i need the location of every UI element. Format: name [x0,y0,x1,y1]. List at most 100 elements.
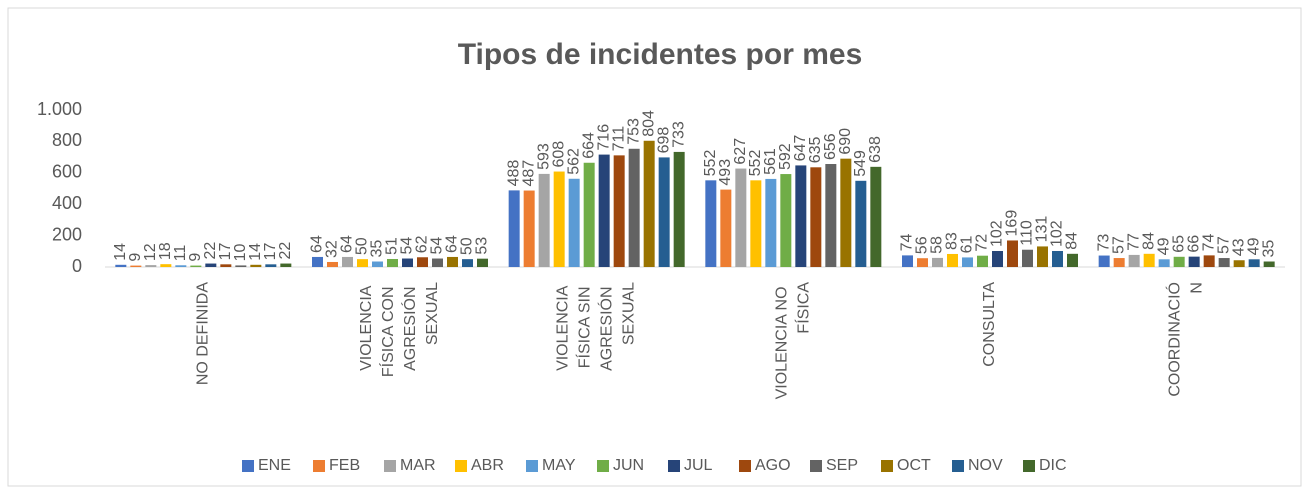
data-label: 487 [520,160,537,187]
legend-swatch [952,460,964,472]
data-label: 22 [277,242,294,260]
bar [840,158,852,267]
bar [720,189,732,267]
bar [145,265,157,267]
data-label: 664 [580,132,597,159]
data-label: 493 [717,159,734,186]
data-label: 64 [339,235,356,253]
bar [568,178,580,267]
bar [870,166,882,267]
data-label: 84 [1064,232,1081,250]
data-label: 733 [670,121,687,148]
data-label: 51 [384,237,401,255]
y-tick-label: 600 [52,162,82,182]
data-label: 698 [655,127,672,154]
bar [1218,258,1230,267]
data-label: 74 [899,233,916,251]
legend-swatch [313,460,325,472]
legend-label: MAY [542,457,576,474]
data-label: 12 [142,243,159,261]
bar [312,256,323,267]
bar [1173,256,1185,267]
data-label: 627 [732,138,749,165]
x-tick-label-line: N [1189,282,1206,294]
bar [1007,240,1018,267]
bar [1188,256,1200,267]
data-label: 14 [112,243,129,261]
bar [553,171,565,267]
bar [780,174,792,267]
bar [1143,253,1155,267]
bar [1052,250,1063,267]
data-label: 72 [974,234,991,252]
x-tick-label: VIOLENCIA FÍSICA SIN AGRESIÓN SEXUAL [555,282,638,371]
legend-label: OCT [897,457,931,474]
data-label: 65 [1170,235,1187,253]
bar [280,263,292,267]
bar [932,257,943,267]
bar [1067,253,1078,267]
data-label: 58 [929,236,946,254]
bar [250,264,262,267]
data-label: 64 [309,235,326,253]
data-label: 62 [414,235,431,253]
bar [1098,255,1110,267]
bar [402,258,413,267]
data-label: 17 [217,242,234,260]
x-tick-label: COORDINACIÓ N [1165,282,1206,397]
x-tick-label-line: VIOLENCIA [358,282,375,371]
data-label: 690 [837,128,854,155]
bar [917,258,928,267]
bar [613,155,625,267]
data-label: 43 [1230,238,1247,256]
x-tick-label-line: CONSULTA [981,282,998,367]
bar [1113,258,1125,267]
data-label: 169 [1004,210,1021,237]
legend-swatch [384,460,396,472]
y-tick-label: 800 [52,130,82,150]
bar [992,250,1003,267]
data-label: 54 [399,237,416,255]
data-label: 73 [1095,234,1112,252]
data-label: 488 [505,160,522,187]
data-label: 66 [1185,235,1202,253]
data-label: 49 [1155,237,1172,255]
bar [977,255,988,267]
x-tick-label-line: NO DEFINIDA [195,282,212,385]
data-label: 608 [550,141,567,168]
legend-swatch [1023,460,1035,472]
bar [735,168,747,267]
bar [1203,255,1215,267]
data-label: 552 [747,150,764,177]
data-label: 50 [459,237,476,255]
data-label: 638 [867,136,884,163]
bar [750,180,762,267]
y-tick-label: 1.000 [37,99,82,119]
x-tick-label-line: AGRESIÓN [400,282,419,371]
bar [205,263,217,267]
bar [477,258,488,267]
bar [902,255,913,267]
data-label: 22 [202,242,219,260]
data-label: 57 [1110,236,1127,254]
data-label: 110 [1019,220,1036,246]
data-label: 83 [944,232,961,250]
data-label: 9 [187,253,204,262]
data-label: 562 [565,148,582,175]
bar [160,264,172,267]
legend-swatch [242,460,254,472]
bar [855,180,867,267]
bar [462,259,473,267]
bar [947,253,958,267]
bar [447,256,458,267]
bar [235,265,247,267]
bar [190,265,202,267]
data-label: 57 [1215,236,1232,254]
y-tick-label: 200 [52,224,82,244]
y-tick-label: 400 [52,193,82,213]
data-label: 77 [1125,233,1142,251]
bar [175,265,187,267]
data-label: 74 [1200,233,1217,251]
x-tick-label-line: VIOLENCIA NO [774,282,791,399]
legend-label: DIC [1039,457,1067,474]
